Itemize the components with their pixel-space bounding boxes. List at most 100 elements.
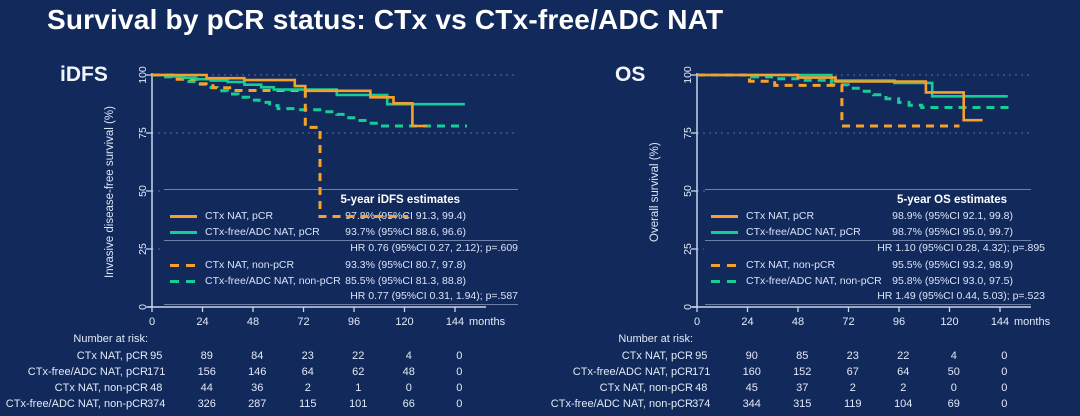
legend-label: CTx-free/ADC NAT, non-pCR <box>205 275 341 287</box>
risk-value: 85 <box>796 350 809 362</box>
risk-value: 84 <box>251 350 264 362</box>
risk-value: 374 <box>692 398 711 410</box>
legend-item: CTx NAT, pCR 97.8% (95%CI 91.3, 99.4) <box>164 208 518 224</box>
risk-value: 50 <box>947 366 960 378</box>
orange-solid-line-swatch <box>170 214 197 218</box>
risk-value: 0 <box>1001 350 1008 362</box>
hazard-ratio-nonpcr: HR 0.77 (95%CI 0.31, 1.94); p=.587 <box>350 290 518 302</box>
legend-item: CTx-free/ADC NAT, non-pCR 85.5% (95%CI 8… <box>164 273 518 289</box>
legend-label: CTx-free/ADC NAT, pCR <box>746 226 861 238</box>
risk-value: 69 <box>947 398 960 410</box>
teal-solid-line-swatch <box>170 230 197 234</box>
legend-label: CTx NAT, non-pCR <box>205 259 295 271</box>
legend-estimate: 93.7% (95%CI 88.6, 96.6) <box>345 226 466 238</box>
panel-title-idfs: iDFS <box>60 63 108 86</box>
risk-row-label: CTx-free/ADC NAT, non-pCR <box>550 398 693 410</box>
legend-item: CTx-free/ADC NAT, pCR 98.7% (95%CI 95.0,… <box>705 224 1031 240</box>
risk-value: 89 <box>200 350 213 362</box>
hazard-ratio-nonpcr: HR 1.49 (95%CI 0.44, 5.03); p=.523 <box>877 290 1045 302</box>
risk-value: 0 <box>1001 366 1008 378</box>
estimates-header: 5-year OS estimates <box>897 194 1007 206</box>
risk-value: 2 <box>900 382 907 394</box>
risk-value: 48 <box>402 366 415 378</box>
panel-title-os: OS <box>615 63 646 86</box>
risk-value: 64 <box>897 366 910 378</box>
risk-value: 44 <box>200 382 213 394</box>
risk-value: 146 <box>248 366 267 378</box>
orange-dashed-line-swatch <box>170 263 197 267</box>
legend-estimate: 95.5% (95%CI 93.2, 98.9) <box>892 259 1013 271</box>
risk-value: 1 <box>355 382 362 394</box>
legend-item: CTx-free/ADC NAT, pCR 93.7% (95%CI 88.6,… <box>164 224 518 240</box>
risk-value: 0 <box>456 382 463 394</box>
risk-value: 326 <box>197 398 216 410</box>
legend-item: CTx NAT, non-pCR 93.3% (95%CI 80.7, 97.8… <box>164 257 518 273</box>
legend-box: 5-year OS estimates CTx NAT, pCR 98.9% (… <box>705 189 1045 305</box>
risk-value: 287 <box>248 398 267 410</box>
risk-value: 4 <box>950 350 957 362</box>
risk-row-label: CTx NAT, non-pCR <box>599 382 693 394</box>
legend-label: CTx NAT, pCR <box>205 210 274 222</box>
risk-value: 90 <box>745 350 758 362</box>
number-at-risk-table: CTx NAT, pCR 95 90 85 23 22 4 0 CTx-free… <box>545 348 1080 412</box>
risk-value: 0 <box>456 366 463 378</box>
risk-value: 64 <box>301 366 314 378</box>
legend-estimate: 98.9% (95%CI 92.1, 99.8) <box>892 210 1013 222</box>
risk-value: 0 <box>405 382 412 394</box>
risk-row-label: CTx-free/ADC NAT, pCR <box>27 366 148 378</box>
table-row: CTx NAT, pCR 95 89 84 23 22 4 0 <box>0 348 540 364</box>
hazard-ratio-pcr: HR 0.76 (95%CI 0.27, 2.12); p=.609 <box>350 242 518 254</box>
teal-dashed-line-swatch <box>170 279 197 283</box>
panel-os: OS Overall survival (%) 100 75 50 25 0 5… <box>545 55 1080 416</box>
risk-value: 0 <box>456 398 463 410</box>
page-title: Survival by pCR status: CTx vs CTx-free/… <box>47 4 724 35</box>
risk-value: 2 <box>304 382 311 394</box>
estimates-header: 5-year iDFS estimates <box>340 194 460 206</box>
number-at-risk-header: Number at risk: <box>73 333 148 345</box>
teal-dashed-line-swatch <box>711 279 738 283</box>
risk-value: 37 <box>796 382 809 394</box>
table-row: CTx NAT, non-pCR 48 45 37 2 2 0 0 <box>545 380 1080 396</box>
risk-value: 0 <box>456 350 463 362</box>
panel-idfs: iDFS Invasive disease-free survival (%) … <box>0 55 540 416</box>
legend-label: CTx NAT, pCR <box>746 210 815 222</box>
risk-value: 22 <box>897 350 910 362</box>
x-tick-label: 0 <box>148 316 156 328</box>
risk-row-label: CTx-free/ADC NAT, pCR <box>572 366 693 378</box>
orange-solid-line-swatch <box>711 214 738 218</box>
legend-estimate: 85.5% (95%CI 81.3, 88.8) <box>345 275 466 287</box>
x-tick-label: 96 <box>892 316 906 328</box>
risk-value: 160 <box>742 366 761 378</box>
risk-value: 171 <box>692 366 711 378</box>
legend-label: CTx-free/ADC NAT, non-pCR <box>746 275 882 287</box>
hazard-ratio-pcr: HR 1.10 (95%CI 0.28, 4.32); p=.895 <box>877 242 1045 254</box>
risk-value: 156 <box>197 366 216 378</box>
risk-value: 152 <box>793 366 812 378</box>
table-row: CTx NAT, pCR 95 90 85 23 22 4 0 <box>545 348 1080 364</box>
risk-value: 66 <box>402 398 415 410</box>
risk-value: 95 <box>150 350 163 362</box>
x-axis-unit: months <box>1014 316 1051 328</box>
table-row: CTx NAT, non-pCR 48 44 36 2 1 0 0 <box>0 380 540 396</box>
risk-value: 2 <box>849 382 856 394</box>
legend-box: 5-year iDFS estimates CTx NAT, pCR 97.8%… <box>164 189 518 305</box>
risk-value: 48 <box>695 382 708 394</box>
x-tick-label: 120 <box>940 316 959 328</box>
risk-value: 0 <box>1001 398 1008 410</box>
number-at-risk-header: Number at risk: <box>618 333 693 345</box>
risk-value: 344 <box>742 398 761 410</box>
risk-value: 67 <box>846 366 859 378</box>
risk-value: 48 <box>150 382 163 394</box>
risk-value: 0 <box>1001 382 1008 394</box>
risk-value: 23 <box>301 350 314 362</box>
risk-value: 119 <box>843 398 862 410</box>
risk-row-label: CTx-free/ADC NAT, non-pCR <box>5 398 148 410</box>
legend-item: CTx NAT, non-pCR 95.5% (95%CI 93.2, 98.9… <box>705 257 1031 273</box>
risk-value: 104 <box>894 398 913 410</box>
legend-item: CTx NAT, pCR 98.9% (95%CI 92.1, 99.8) <box>705 208 1031 224</box>
risk-value: 22 <box>352 350 365 362</box>
legend-divider <box>164 240 518 241</box>
risk-row-label: CTx NAT, pCR <box>76 350 148 362</box>
risk-value: 374 <box>147 398 166 410</box>
